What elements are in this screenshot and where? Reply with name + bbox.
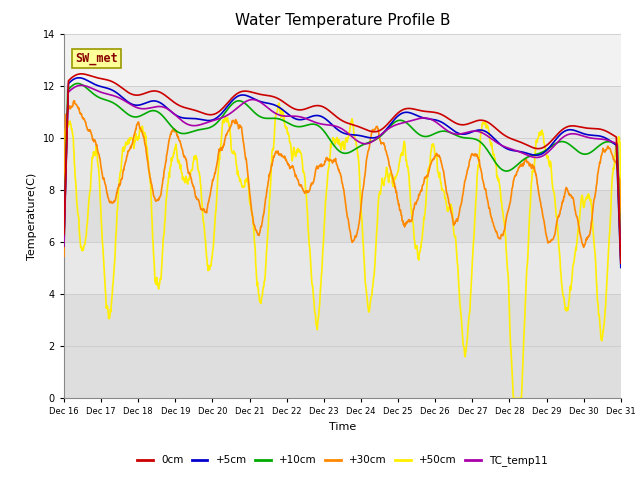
Bar <box>64 86 621 138</box>
Bar <box>64 138 621 190</box>
Text: SW_met: SW_met <box>75 52 118 65</box>
Legend: 0cm, +5cm, +10cm, +30cm, +50cm, TC_temp11: 0cm, +5cm, +10cm, +30cm, +50cm, TC_temp1… <box>133 451 552 470</box>
Y-axis label: Temperature(C): Temperature(C) <box>27 172 37 260</box>
Title: Water Temperature Profile B: Water Temperature Profile B <box>235 13 450 28</box>
Bar <box>64 242 621 294</box>
Bar <box>64 294 621 346</box>
X-axis label: Time: Time <box>329 422 356 432</box>
Bar <box>64 346 621 398</box>
Bar <box>64 190 621 242</box>
Bar <box>64 34 621 86</box>
